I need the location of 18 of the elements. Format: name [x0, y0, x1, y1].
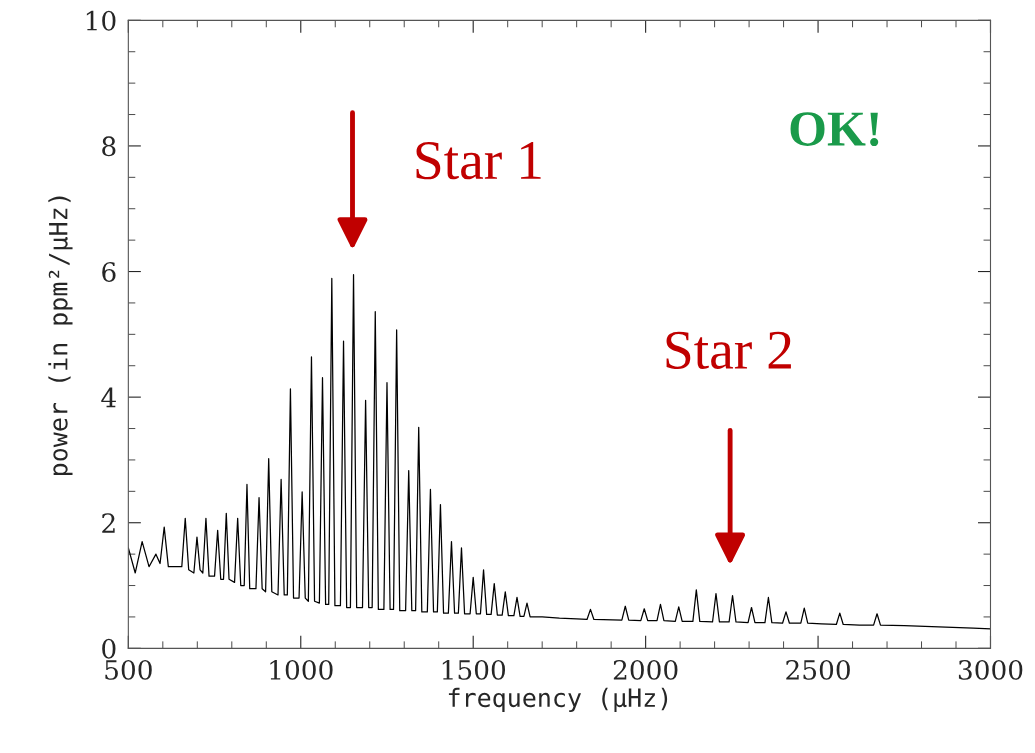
line-series: [128, 274, 991, 630]
x-axis-title: frequency (μHz): [448, 687, 668, 713]
x-tick-label: 2500: [786, 659, 850, 680]
y-tick-label: 4: [101, 387, 116, 408]
x-tick-label: 1000: [270, 659, 333, 680]
y-tick-label: 6: [102, 261, 116, 282]
annotation: Star 1: [416, 141, 541, 180]
annotation: OK!: [790, 112, 879, 147]
y-tick-label: 8: [102, 136, 116, 157]
x-tick-label: 3000: [958, 659, 1023, 680]
x-tick-label: 2000: [613, 659, 678, 680]
y-tick-label: 2: [102, 513, 115, 533]
x-tick-label: 500: [105, 659, 152, 680]
y-axis-title: power (in ppm²/μHz): [48, 196, 73, 475]
y-tick-label: 10: [86, 10, 116, 31]
y-tick-label: 0: [102, 638, 116, 659]
x-tick-label: 1500: [442, 659, 506, 680]
annotation: Star 2: [666, 331, 791, 369]
